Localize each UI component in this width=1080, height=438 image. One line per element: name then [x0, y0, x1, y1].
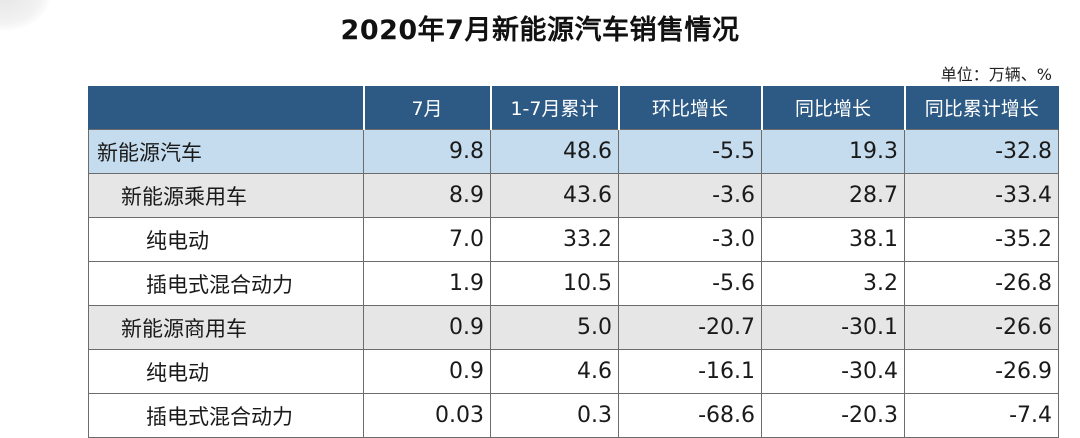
cell-july: 7.0 — [363, 217, 491, 262]
row-label: 插电式混合动力 — [88, 393, 364, 438]
cell-july: 8.9 — [363, 173, 491, 218]
cell-mom: -5.5 — [618, 129, 762, 174]
cell-july: 0.9 — [363, 305, 491, 350]
cell-mom: -3.6 — [618, 173, 762, 218]
cell-july: 0.03 — [363, 393, 491, 438]
cell-yoy: 38.1 — [761, 217, 905, 262]
row-label: 新能源汽车 — [88, 129, 364, 174]
cell-cumulative: 4.6 — [490, 349, 619, 394]
page-title: 2020年7月新能源汽车销售情况 — [340, 15, 740, 46]
cell-yoy-cumulative: -35.2 — [904, 217, 1059, 262]
cell-cumulative: 48.6 — [490, 129, 619, 174]
cell-july: 1.9 — [363, 261, 491, 306]
unit-note: 单位：万辆、% — [940, 65, 1052, 84]
cell-yoy: -30.4 — [761, 349, 905, 394]
cell-yoy-cumulative: -26.9 — [904, 349, 1059, 394]
cell-yoy-cumulative: -7.4 — [904, 393, 1059, 438]
cell-cumulative: 0.3 — [490, 393, 619, 438]
header-yoy-cumulative-growth: 同比累计增长 — [904, 86, 1059, 130]
cell-mom: -68.6 — [618, 393, 762, 438]
header-jan-jul-cumulative: 1-7月累计 — [490, 86, 620, 130]
cell-mom: -5.6 — [618, 261, 762, 306]
table-header-row: 7月 1-7月累计 环比增长 同比增长 同比累计增长 — [88, 86, 1059, 130]
cell-mom: -16.1 — [618, 349, 762, 394]
table-row: 纯电动 7.0 33.2 -3.0 38.1 -35.2 — [88, 217, 1059, 262]
header-july: 7月 — [363, 86, 492, 130]
cell-yoy-cumulative: -26.6 — [904, 305, 1059, 350]
header-yoy-growth: 同比增长 — [761, 86, 906, 130]
table-row: 插电式混合动力 1.9 10.5 -5.6 3.2 -26.8 — [88, 261, 1059, 306]
table-row: 新能源汽车 9.8 48.6 -5.5 19.3 -32.8 — [88, 129, 1059, 174]
table-row: 新能源乘用车 8.9 43.6 -3.6 28.7 -33.4 — [88, 173, 1059, 218]
sales-table: 7月 1-7月累计 环比增长 同比增长 同比累计增长 新能源汽车 9.8 48.… — [88, 86, 1059, 438]
header-mom-growth: 环比增长 — [618, 86, 763, 130]
cell-yoy: -30.1 — [761, 305, 905, 350]
cell-yoy-cumulative: -26.8 — [904, 261, 1059, 306]
cell-mom: -20.7 — [618, 305, 762, 350]
cell-cumulative: 33.2 — [490, 217, 619, 262]
header-category — [88, 86, 365, 130]
cell-yoy: 3.2 — [761, 261, 905, 306]
table-row: 纯电动 0.9 4.6 -16.1 -30.4 -26.9 — [88, 349, 1059, 394]
cell-july: 0.9 — [363, 349, 491, 394]
cell-cumulative: 5.0 — [490, 305, 619, 350]
table-row: 插电式混合动力 0.03 0.3 -68.6 -20.3 -7.4 — [88, 393, 1059, 438]
row-label: 新能源商用车 — [88, 305, 364, 350]
cell-yoy: 28.7 — [761, 173, 905, 218]
cell-cumulative: 10.5 — [490, 261, 619, 306]
row-label: 纯电动 — [88, 349, 364, 394]
cell-yoy-cumulative: -33.4 — [904, 173, 1059, 218]
row-label: 新能源乘用车 — [88, 173, 364, 218]
cell-yoy: 19.3 — [761, 129, 905, 174]
table-row: 新能源商用车 0.9 5.0 -20.7 -30.1 -26.6 — [88, 305, 1059, 350]
cell-mom: -3.0 — [618, 217, 762, 262]
cell-yoy: -20.3 — [761, 393, 905, 438]
row-label: 插电式混合动力 — [88, 261, 364, 306]
cell-cumulative: 43.6 — [490, 173, 619, 218]
cell-yoy-cumulative: -32.8 — [904, 129, 1059, 174]
row-label: 纯电动 — [88, 217, 364, 262]
cell-july: 9.8 — [363, 129, 491, 174]
